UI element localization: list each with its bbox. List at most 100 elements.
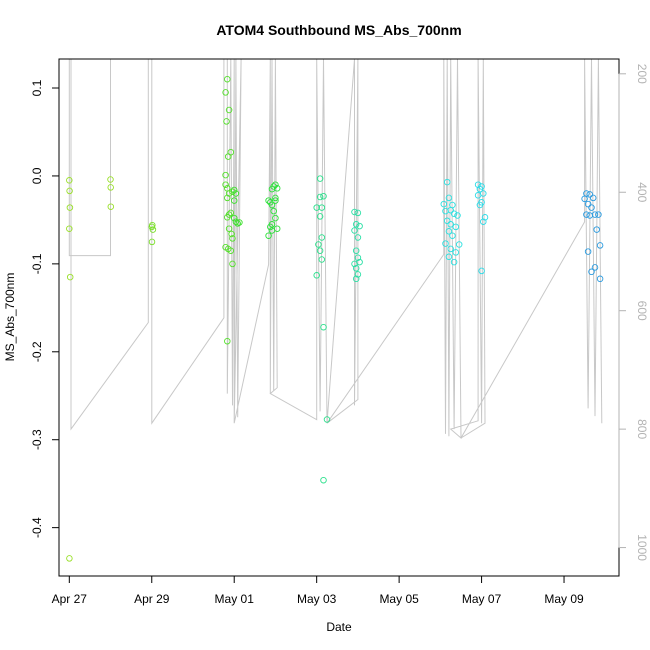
data-point xyxy=(593,226,600,233)
data-point xyxy=(455,241,463,248)
data-point xyxy=(222,181,229,188)
data-point xyxy=(222,171,229,179)
data-point xyxy=(222,89,229,96)
data-point xyxy=(588,204,595,211)
data-point xyxy=(584,248,592,255)
data-point xyxy=(148,238,156,246)
data-point xyxy=(224,153,232,160)
data-point xyxy=(443,178,451,186)
secondary-y-axis: 200 400 600 800 1000 xyxy=(618,64,649,561)
data-point xyxy=(316,193,324,201)
x-tick-label: Apr 27 xyxy=(52,592,88,606)
data-point xyxy=(66,187,73,195)
data-point xyxy=(591,264,599,271)
data-point xyxy=(230,197,238,204)
data-point xyxy=(586,191,594,198)
data-point xyxy=(273,185,281,192)
data-point xyxy=(66,273,74,281)
data-point xyxy=(316,175,324,182)
data-point xyxy=(356,222,363,230)
depth-line-layer xyxy=(68,59,603,440)
data-point xyxy=(318,234,326,241)
data-point xyxy=(232,218,240,225)
depth-line xyxy=(68,59,603,440)
data-point xyxy=(270,183,277,190)
data-point xyxy=(224,337,231,345)
data-point xyxy=(447,206,454,214)
data-point xyxy=(313,204,320,211)
y-tick-label: -0.2 xyxy=(30,341,44,362)
secondary-y-tick-label: 800 xyxy=(635,419,649,439)
data-point xyxy=(228,230,235,238)
data-point xyxy=(449,232,456,239)
data-point xyxy=(351,208,358,216)
data-point xyxy=(272,197,279,204)
data-point xyxy=(447,245,454,253)
data-point xyxy=(229,235,236,242)
secondary-y-tick-label: 200 xyxy=(635,64,649,84)
data-point xyxy=(223,118,230,125)
data-point xyxy=(478,199,485,206)
plot-area-frame xyxy=(58,58,620,577)
y-axis-label: MS_Abs_700nm xyxy=(3,273,17,362)
data-point xyxy=(107,184,114,191)
data-point xyxy=(323,416,331,423)
data-point xyxy=(356,258,363,266)
data-point xyxy=(440,200,448,208)
data-point xyxy=(316,213,324,220)
data-point xyxy=(450,210,458,217)
x-tick-label: May 09 xyxy=(544,592,584,606)
data-point xyxy=(224,194,231,202)
data-point xyxy=(268,201,276,209)
data-point xyxy=(589,194,597,202)
chart-title: ATOM4 Southbound MS_Abs_700nm xyxy=(216,22,461,38)
data-point xyxy=(445,253,453,261)
y-tick-label: -0.3 xyxy=(30,429,44,450)
data-point xyxy=(596,275,604,283)
data-point xyxy=(232,190,240,197)
data-point xyxy=(480,190,487,197)
data-point xyxy=(581,195,588,203)
data-point xyxy=(268,227,276,234)
data-point xyxy=(320,323,327,331)
data-point xyxy=(227,247,235,254)
data-point xyxy=(595,211,602,218)
data-point xyxy=(225,190,233,197)
data-point xyxy=(229,260,236,268)
data-point xyxy=(272,214,279,222)
data-point xyxy=(454,212,461,219)
data-point xyxy=(272,194,279,202)
secondary-y-tick-label: 600 xyxy=(635,301,649,321)
data-point xyxy=(481,214,489,221)
x-tick-label: May 01 xyxy=(215,592,255,606)
data-point xyxy=(443,217,451,225)
data-point xyxy=(272,181,279,188)
y-tick-label: -0.1 xyxy=(30,253,44,274)
data-point xyxy=(480,218,487,225)
data-point xyxy=(447,221,454,228)
data-point xyxy=(313,272,320,279)
data-point xyxy=(474,181,482,188)
data-point xyxy=(66,225,73,232)
data-point xyxy=(107,203,115,210)
data-point xyxy=(66,555,73,562)
data-point xyxy=(478,183,485,190)
data-point xyxy=(591,211,599,218)
x-axis: Apr 27 Apr 29 May 01 May 03 May 05 May 07 May … xyxy=(52,575,584,606)
x-tick-label: Apr 29 xyxy=(134,592,170,606)
data-point xyxy=(315,241,322,248)
x-axis-label: Date xyxy=(326,620,352,634)
data-point xyxy=(351,227,358,234)
data-point xyxy=(267,223,274,231)
data-point xyxy=(352,221,360,228)
x-tick-label: May 07 xyxy=(462,592,502,606)
data-point xyxy=(224,75,231,83)
data-point xyxy=(270,207,277,215)
data-point xyxy=(354,209,362,217)
data-point xyxy=(66,204,74,211)
data-point xyxy=(588,268,595,276)
data-point xyxy=(320,476,327,484)
data-point xyxy=(352,265,360,272)
data-point xyxy=(316,247,324,254)
data-point xyxy=(584,200,592,208)
